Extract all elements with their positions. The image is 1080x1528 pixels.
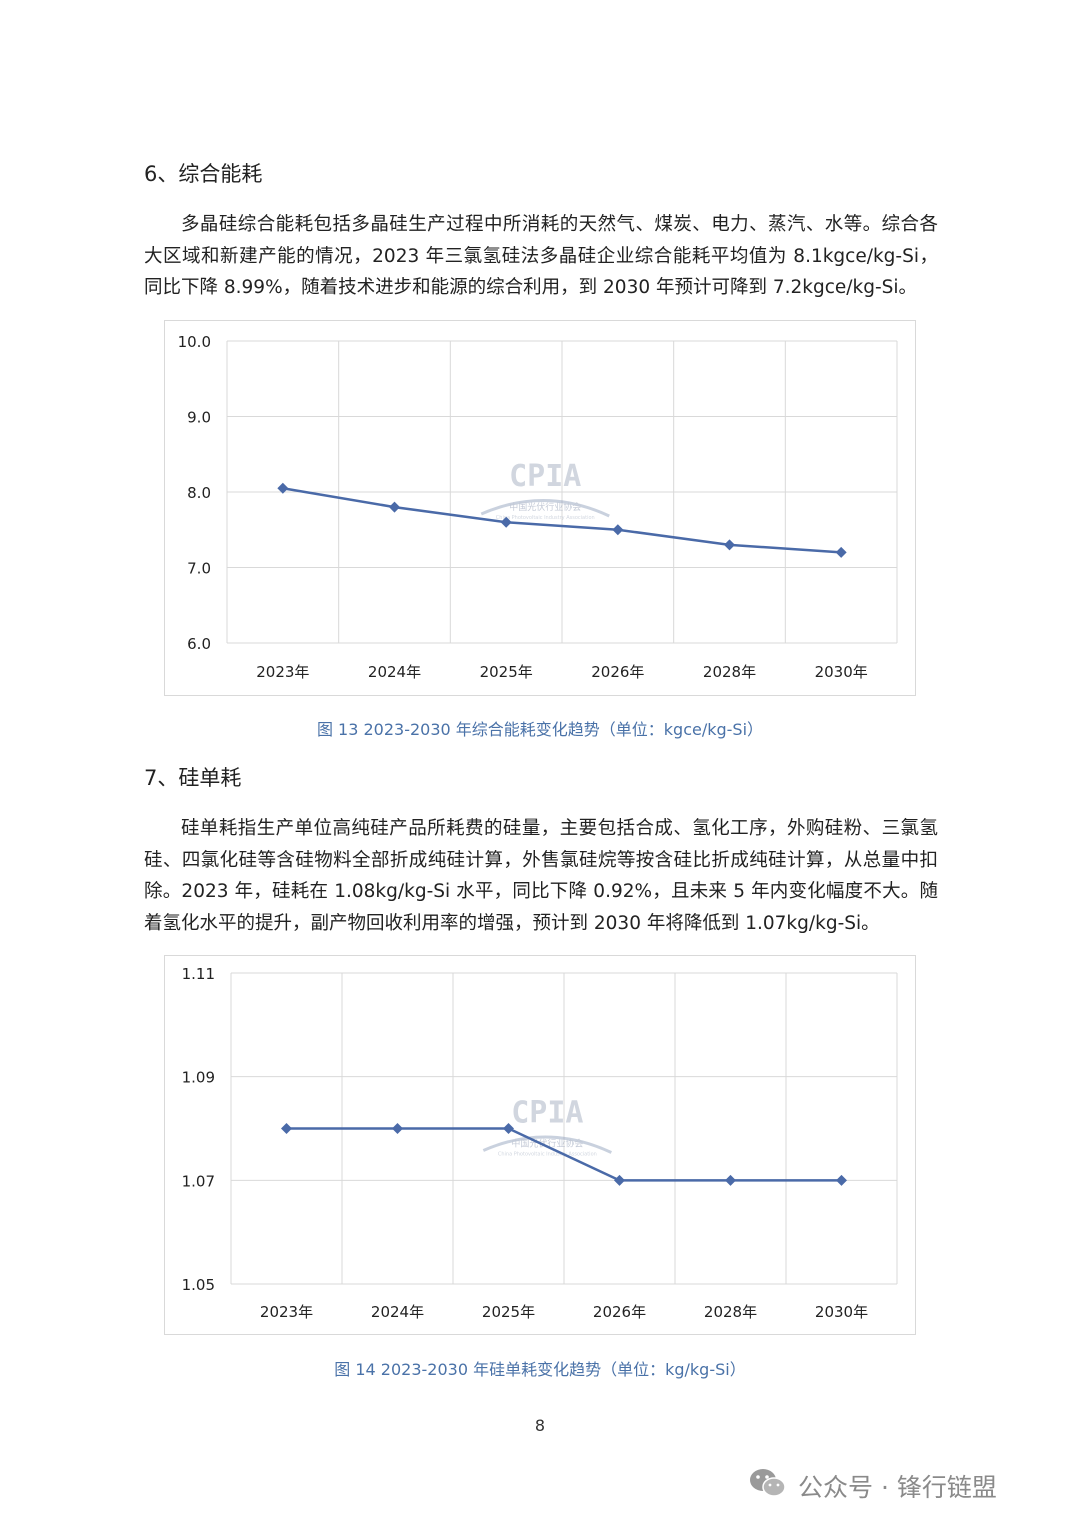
section-heading-silicon: 7、硅单耗 <box>144 766 242 790</box>
chart-silicon-svg: 1.05 1.07 1.09 1.11 CPIA 中国光伏行业协会 China Photov… <box>182 965 898 1321</box>
watermark-brand: CPIA <box>511 1096 583 1131</box>
watermark-org-en: China Photovoltaic Industry Association <box>496 515 595 521</box>
data-point-marker <box>500 516 512 528</box>
watermark-org: 中国光伏行业协会 <box>509 501 581 513</box>
x-tick-label: 2030年 <box>815 1303 868 1321</box>
y-tick-label: 9.0 <box>187 409 211 427</box>
data-point-marker <box>614 1174 625 1186</box>
data-point-marker <box>281 1123 292 1134</box>
cpia-watermark: CPIA 中国光伏行业协会 China Photovoltaic Industry … <box>480 459 610 521</box>
y-tick-label: 8.0 <box>187 484 211 502</box>
watermark-brand: CPIA <box>509 459 581 494</box>
wechat-watermark: 公众号 · 锋行链盟 <box>748 1466 997 1506</box>
y-tick-label: 1.09 <box>182 1069 215 1087</box>
wechat-account-label: 公众号 · 锋行链盟 <box>798 1473 997 1502</box>
x-tick-label: 2024年 <box>371 1303 424 1321</box>
chart-energy-svg: 6.0 7.0 8.0 9.0 10.0 CPIA 中国光伏行业协会 China Photov… <box>178 333 898 681</box>
figure-caption-13: 图 13 2023-2030 年综合能耗变化趋势（单位：kgce/kg-Si） <box>316 720 764 739</box>
watermark-org: 中国光伏行业协会 <box>511 1138 583 1150</box>
data-point-marker <box>724 539 735 551</box>
data-point-marker <box>277 482 289 494</box>
x-tick-label: 2024年 <box>368 663 421 681</box>
x-tick-label: 2023年 <box>256 663 309 681</box>
paragraph-energy: 多晶硅综合能耗包括多晶硅生产过程中所消耗的天然气、煤炭、电力、蒸汽、水等。综合各… <box>144 214 938 298</box>
page-number: 8 <box>534 1416 546 1435</box>
data-point-marker <box>835 546 847 558</box>
x-tick-label: 2028年 <box>703 663 756 681</box>
cpia-watermark: CPIA 中国光伏行业协会 China Photovoltaic Industry … <box>482 1096 612 1158</box>
y-tick-label: 7.0 <box>187 560 211 578</box>
series-line <box>286 1127 842 1182</box>
y-tick-label: 1.07 <box>182 1172 215 1190</box>
data-point-marker <box>612 524 624 536</box>
paragraph-silicon: 硅单耗指生产单位高纯硅产品所耗费的硅量，主要包括合成、氢化工序，外购硅粉、三氯氢… <box>144 818 938 934</box>
figure-caption-14: 图 14 2023-2030 年硅单耗变化趋势（单位：kg/kg-Si） <box>334 1360 746 1379</box>
wechat-icon <box>748 1466 788 1506</box>
data-point-marker <box>389 501 400 513</box>
x-tick-label: 2028年 <box>704 1303 757 1321</box>
x-tick-label: 2030年 <box>815 663 868 681</box>
x-tick-label: 2026年 <box>591 663 644 681</box>
x-tick-label: 2023年 <box>260 1303 313 1321</box>
y-tick-label: 6.0 <box>187 635 211 653</box>
watermark-arc <box>482 1135 612 1154</box>
data-point-marker <box>836 1174 847 1186</box>
watermark-org-en: China Photovoltaic Industry Association <box>498 1152 597 1158</box>
y-tick-label: 1.11 <box>182 965 215 983</box>
watermark-arc <box>480 499 610 518</box>
data-point-marker <box>392 1123 403 1134</box>
chart-silicon-consumption: 1.05 1.07 1.09 1.11 CPIA 中国光伏行业协会 China Photov… <box>164 955 916 1335</box>
section-heading-energy: 6、综合能耗 <box>144 162 263 186</box>
x-tick-label: 2025年 <box>482 1303 535 1321</box>
x-tick-label: 2026年 <box>593 1303 646 1321</box>
chart-energy-consumption: 6.0 7.0 8.0 9.0 10.0 CPIA 中国光伏行业协会 China Photov… <box>164 320 916 696</box>
data-point-marker <box>725 1174 736 1186</box>
y-tick-label: 10.0 <box>178 333 211 351</box>
y-tick-label: 1.05 <box>182 1276 215 1294</box>
data-point-marker <box>503 1123 514 1134</box>
x-tick-label: 2025年 <box>480 663 533 681</box>
series-line <box>282 486 842 554</box>
